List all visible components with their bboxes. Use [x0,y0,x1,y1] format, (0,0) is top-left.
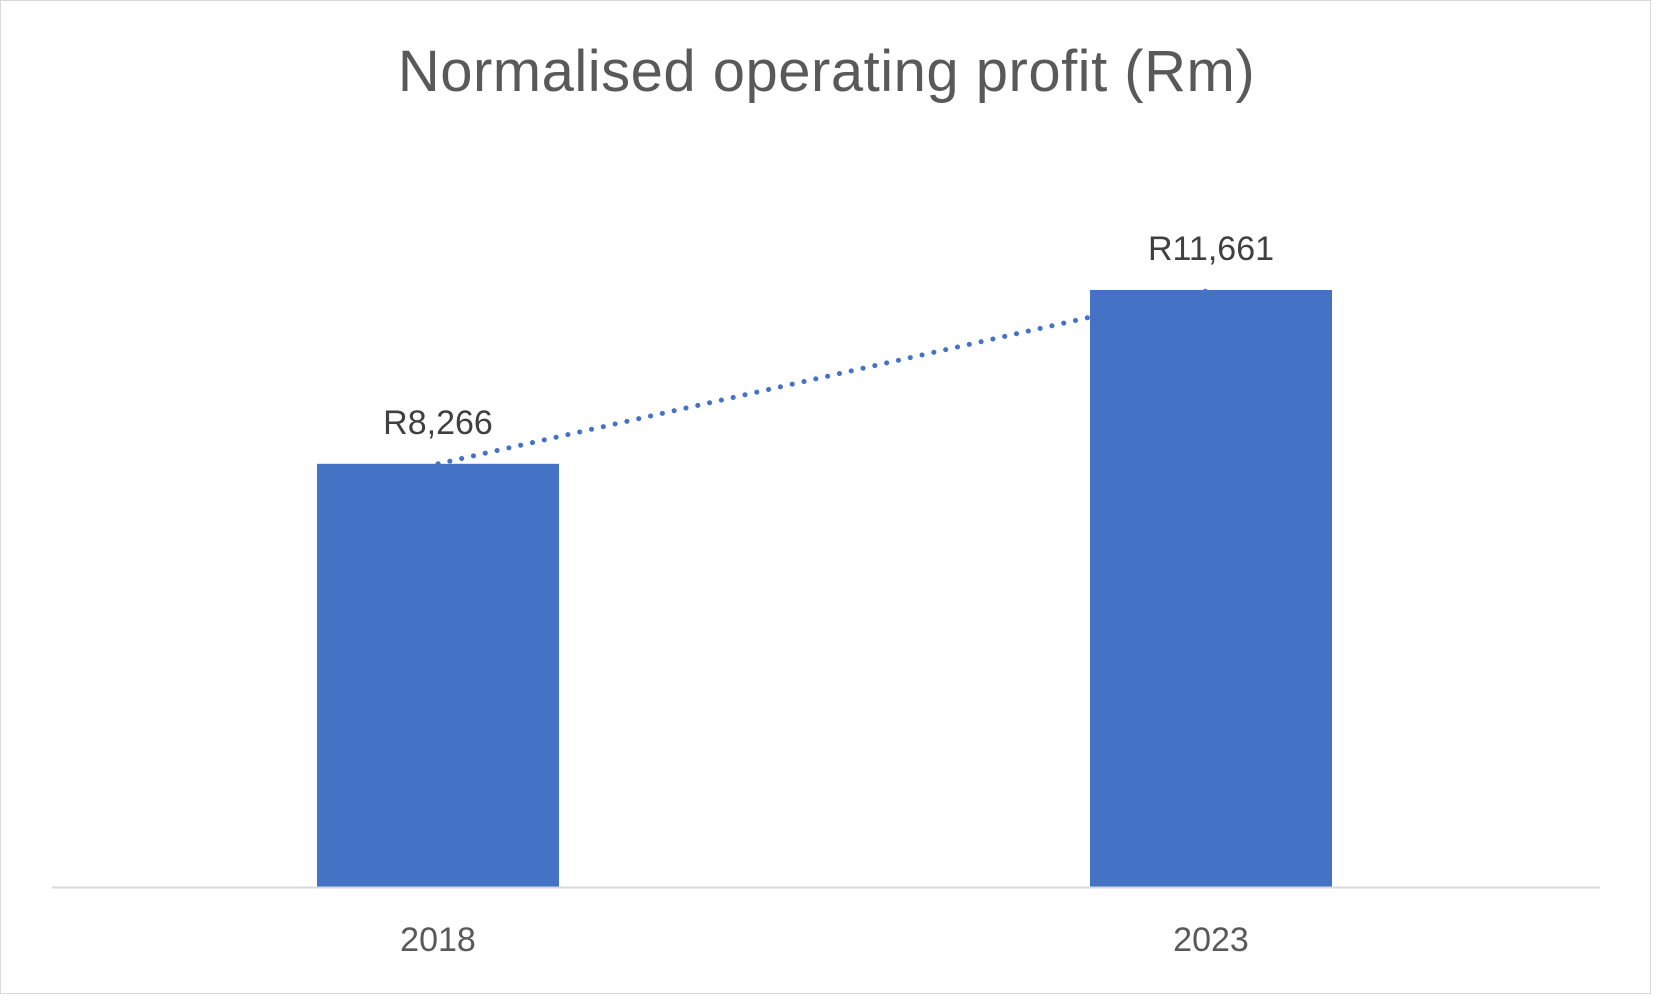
x-tick-label-2018: 2018 [400,921,476,959]
x-tick-label-2023: 2023 [1173,921,1249,959]
trendline [435,287,1214,467]
data-label-2018: R8,266 [383,404,493,442]
bar-2018 [317,463,559,887]
chart-title: Normalised operating profit (Rm) [397,39,1256,104]
bar-2023 [1090,290,1332,887]
data-label-2023: R11,661 [1148,230,1274,268]
